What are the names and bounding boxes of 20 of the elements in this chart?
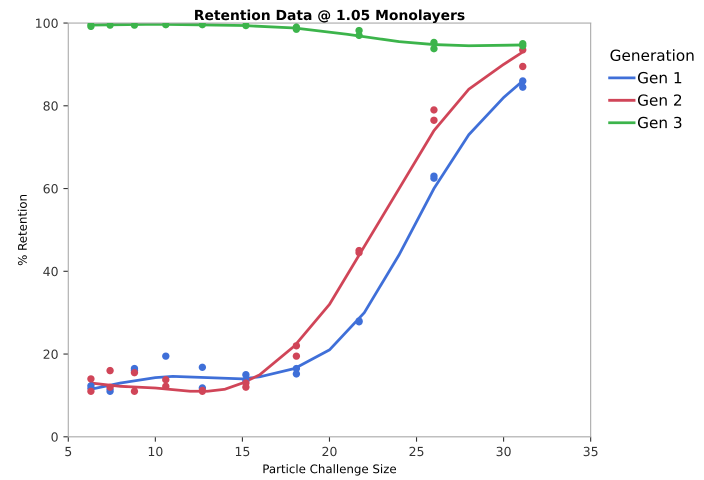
x-tick-label: 15 xyxy=(236,446,250,456)
y-tick-label: 40 xyxy=(43,266,58,276)
x-tick-label: 25 xyxy=(409,446,424,456)
chart-title: Retention Data @ 1.05 Monolayers xyxy=(195,9,465,24)
legend-label: Gen 1 xyxy=(638,72,682,84)
y-axis-title: % Retention xyxy=(18,194,27,266)
legend-title: Generation xyxy=(610,49,694,62)
x-tick-label: 5 xyxy=(65,446,72,456)
x-tick-label: 20 xyxy=(322,446,337,456)
x-tick-label: 35 xyxy=(584,446,598,456)
x-tick-label: 30 xyxy=(496,446,511,456)
y-tick-label: 0 xyxy=(51,432,58,442)
x-tick-label: 10 xyxy=(148,446,162,456)
y-tick-label: 100 xyxy=(36,18,58,28)
y-tick-label: 80 xyxy=(44,101,58,111)
x-axis-title: Particle Challenge Size xyxy=(263,464,396,476)
y-tick-label: 60 xyxy=(44,184,58,194)
legend-label: Gen 2 xyxy=(638,94,682,106)
legend-label: Gen 3 xyxy=(638,116,682,128)
y-tick-label: 20 xyxy=(44,350,58,359)
